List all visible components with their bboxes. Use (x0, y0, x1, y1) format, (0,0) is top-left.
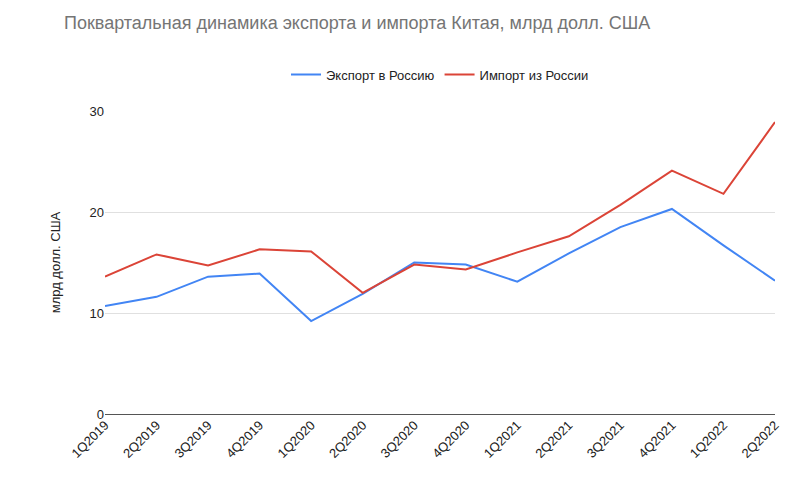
svg-text:3Q2020: 3Q2020 (378, 418, 421, 461)
svg-text:2Q2020: 2Q2020 (326, 418, 369, 461)
svg-text:1Q2022: 1Q2022 (687, 418, 730, 461)
svg-text:Поквартальная динамика экспорт: Поквартальная динамика экспорта и импорт… (64, 13, 650, 33)
svg-text:млрд долл. США: млрд долл. США (48, 211, 63, 313)
svg-text:3Q2019: 3Q2019 (171, 418, 214, 461)
svg-text:1Q2021: 1Q2021 (481, 418, 524, 461)
svg-text:10: 10 (90, 306, 104, 321)
svg-text:20: 20 (90, 205, 104, 220)
svg-text:2Q2019: 2Q2019 (120, 418, 163, 461)
svg-text:Экспорт в Россию: Экспорт в Россию (326, 68, 435, 83)
svg-text:4Q2019: 4Q2019 (223, 418, 266, 461)
svg-text:30: 30 (90, 104, 104, 119)
svg-text:1Q2020: 1Q2020 (275, 418, 318, 461)
svg-text:4Q2020: 4Q2020 (429, 418, 472, 461)
svg-text:2Q2022: 2Q2022 (738, 418, 781, 461)
svg-text:1Q2019: 1Q2019 (68, 418, 111, 461)
svg-text:0: 0 (97, 407, 104, 422)
svg-text:Импорт из России: Импорт из России (480, 68, 589, 83)
svg-text:2Q2021: 2Q2021 (532, 418, 575, 461)
svg-text:3Q2021: 3Q2021 (584, 418, 627, 461)
svg-text:4Q2021: 4Q2021 (635, 418, 678, 461)
